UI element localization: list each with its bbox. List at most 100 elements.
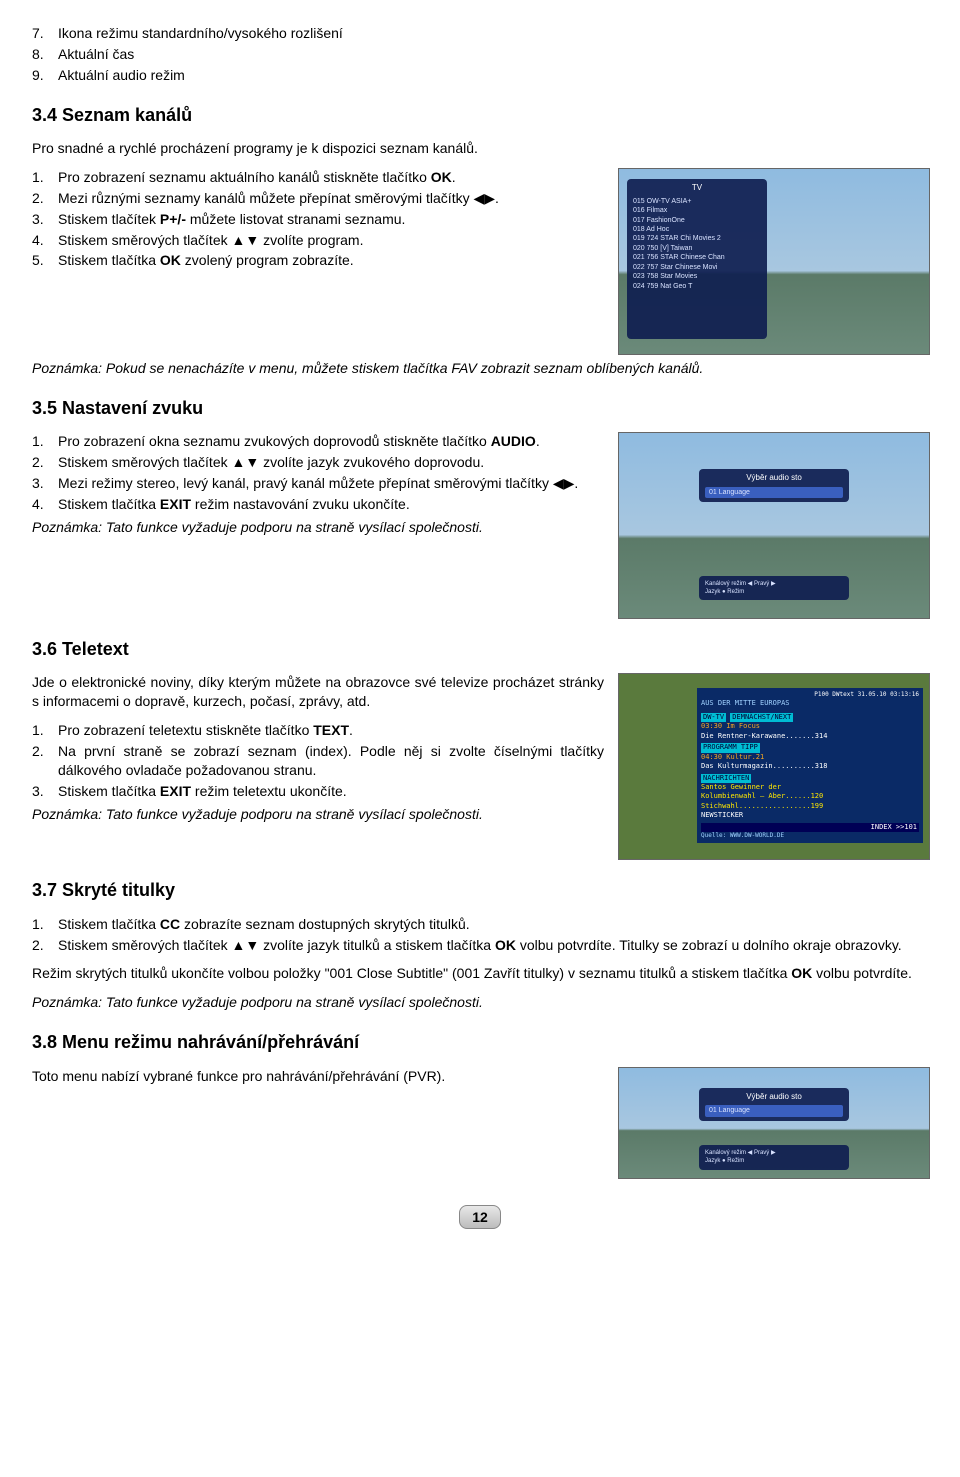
list-item: 7.Ikona režimu standardního/vysokého roz…	[32, 24, 928, 43]
list-3-7: 1.Stiskem tlačítka CC zobrazíte seznam d…	[32, 915, 928, 955]
list-item: 3.Mezi režimy stereo, levý kanál, pravý …	[32, 474, 604, 493]
list-item: 1.Pro zobrazení seznamu aktuálního kanál…	[32, 168, 604, 187]
intro-3-4: Pro snadné a rychlé procházení programy …	[32, 139, 928, 158]
note-3-4: Poznámka: Pokud se nenacházíte v menu, m…	[32, 359, 928, 378]
list-number: 1.	[32, 168, 58, 187]
list-item: 2.Mezi různými seznamy kanálů můžete pře…	[32, 189, 604, 208]
list-3-5: 1.Pro zobrazení okna seznamu zvukových d…	[32, 432, 604, 514]
fig38-line: 01 Language	[705, 1105, 843, 1116]
channel-row: 017 FashionOne	[633, 216, 761, 225]
list-number: 2.	[32, 453, 58, 472]
ttx-sec3: NACHRICHTEN	[701, 774, 751, 783]
list-item: 8.Aktuální čas	[32, 45, 928, 64]
continued-list: 7.Ikona režimu standardního/vysokého roz…	[32, 24, 928, 85]
ttx-sec1: DEMNÄCHST/NEXT	[730, 713, 793, 722]
ttx-l4: Die Rentner-Karawane.......314	[701, 732, 919, 741]
list-text: Stiskem tlačítka CC zobrazíte seznam dos…	[58, 915, 928, 934]
channel-row: 024 759 Nat Geo T	[633, 282, 761, 291]
list-number: 1.	[32, 915, 58, 934]
ttx-l7: Santos Gewinner der	[701, 783, 919, 792]
list-item: 9.Aktuální audio režim	[32, 66, 928, 85]
heading-3-4: 3.4 Seznam kanálů	[32, 103, 928, 127]
ttx-l1: AUS DER MITTE EUROPAS	[701, 699, 919, 708]
list-text: Pro zobrazení seznamu aktuálního kanálů …	[58, 168, 604, 187]
list-text: Stiskem tlačítka EXIT režim nastavování …	[58, 495, 604, 514]
list-item: 2.Stiskem směrových tlačítek ▲▼ zvolíte …	[32, 936, 928, 955]
note-3-5: Poznámka: Tato funkce vyžaduje podporu n…	[32, 518, 604, 537]
list-item: 1.Pro zobrazení teletextu stiskněte tlač…	[32, 721, 604, 740]
ttx-l5: 04:30 Kultur.21	[701, 753, 919, 762]
list-text: Aktuální čas	[58, 45, 928, 64]
list-text: Stiskem směrových tlačítek ▲▼ zvolíte ja…	[58, 453, 604, 472]
ttx-foot: INDEX >>101	[701, 823, 919, 832]
list-number: 7.	[32, 24, 58, 43]
list-item: 3.Stiskem tlačítka EXIT režim teletextu …	[32, 782, 604, 801]
list-text: Mezi režimy stereo, levý kanál, pravý ka…	[58, 474, 604, 493]
fig38-foot1: Kanálový režim ◀ Pravý ▶	[705, 1149, 843, 1157]
fig34-header: TV	[633, 183, 761, 194]
list-number: 8.	[32, 45, 58, 64]
post-3-7: Režim skrytých titulků ukončíte volbou p…	[32, 964, 928, 983]
ttx-sec2: PROGRAMM TIPP	[701, 743, 760, 752]
list-text: Aktuální audio režim	[58, 66, 928, 85]
list-item: 5.Stiskem tlačítka OK zvolený program zo…	[32, 251, 604, 270]
fig38-foot2: Jazyk ● Režim	[705, 1157, 843, 1165]
list-number: 1.	[32, 432, 58, 451]
ttx-src: Quelle: WWW.DW-WORLD.DE	[701, 832, 919, 840]
list-item: 2.Na první straně se zobrazí seznam (ind…	[32, 742, 604, 780]
note-3-6: Poznámka: Tato funkce vyžaduje podporu n…	[32, 805, 604, 824]
ttx-l2: DW-TV	[701, 713, 726, 722]
ttx-top: P100 DWtext 31.05.10 03:13:16	[701, 691, 919, 699]
page-number: 12	[459, 1205, 501, 1230]
page-number-container: 12	[32, 1205, 928, 1230]
ttx-l8: Kolumbienwahl — Aber......120	[701, 792, 919, 801]
list-number: 2.	[32, 189, 58, 208]
list-item: 1.Pro zobrazení okna seznamu zvukových d…	[32, 432, 604, 451]
list-item: 2.Stiskem směrových tlačítek ▲▼ zvolíte …	[32, 453, 604, 472]
ttx-l6: Das Kulturmagazin..........318	[701, 762, 919, 771]
fig35-header: Výběr audio sto	[705, 473, 843, 484]
ttx-l3: 03:30 Im Focus	[701, 722, 919, 731]
list-item: 4.Stiskem směrových tlačítek ▲▼ zvolíte …	[32, 231, 604, 250]
list-item: 4.Stiskem tlačítka EXIT režim nastavován…	[32, 495, 604, 514]
list-text: Ikona režimu standardního/vysokého rozli…	[58, 24, 928, 43]
figure-pvr: Výběr audio sto 01 Language Kanálový rež…	[618, 1067, 928, 1179]
figure-audio-select: Výběr audio sto 01 Language Kanálový rež…	[618, 432, 928, 619]
ttx-l9: Stichwahl.................199	[701, 802, 919, 811]
figure-channel-list: TV 015 OW-TV ASIA+016 Filmax017 FashionO…	[618, 168, 928, 355]
heading-3-5: 3.5 Nastavení zvuku	[32, 396, 928, 420]
intro-3-6: Jde o elektronické noviny, díky kterým m…	[32, 673, 604, 711]
channel-row: 022 757 Star Chinese Movi	[633, 263, 761, 272]
list-3-4: 1.Pro zobrazení seznamu aktuálního kanál…	[32, 168, 604, 270]
list-text: Pro zobrazení teletextu stiskněte tlačít…	[58, 721, 604, 740]
channel-row: 015 OW-TV ASIA+	[633, 197, 761, 206]
list-text: Stiskem tlačítek P+/- můžete listovat st…	[58, 210, 604, 229]
list-number: 2.	[32, 936, 58, 955]
list-number: 5.	[32, 251, 58, 270]
channel-row: 018 Ad Hoc	[633, 225, 761, 234]
note-3-7: Poznámka: Tato funkce vyžaduje podporu n…	[32, 993, 928, 1012]
fig35-foot1: Kanálový režim ◀ Pravý ▶	[705, 580, 843, 588]
list-text: Stiskem směrových tlačítek ▲▼ zvolíte pr…	[58, 231, 604, 250]
list-text: Pro zobrazení okna seznamu zvukových dop…	[58, 432, 604, 451]
fig35-line: 01 Language	[705, 487, 843, 498]
list-item: 1.Stiskem tlačítka CC zobrazíte seznam d…	[32, 915, 928, 934]
list-3-6: 1.Pro zobrazení teletextu stiskněte tlač…	[32, 721, 604, 801]
list-number: 4.	[32, 231, 58, 250]
list-number: 4.	[32, 495, 58, 514]
channel-row: 020 750 [V] Taiwan	[633, 244, 761, 253]
list-number: 2.	[32, 742, 58, 780]
channel-row: 023 758 Star Movies	[633, 272, 761, 281]
channel-row: 019 724 STAR Chi Movies 2	[633, 234, 761, 243]
list-number: 1.	[32, 721, 58, 740]
fig38-header: Výběr audio sto	[705, 1092, 843, 1103]
list-item: 3.Stiskem tlačítek P+/- můžete listovat …	[32, 210, 604, 229]
heading-3-6: 3.6 Teletext	[32, 637, 928, 661]
ttx-l10: NEWSTICKER	[701, 811, 919, 820]
heading-3-8: 3.8 Menu režimu nahrávání/přehrávání	[32, 1030, 928, 1054]
fig35-foot2: Jazyk ● Režim	[705, 588, 843, 596]
channel-row: 016 Filmax	[633, 206, 761, 215]
list-number: 3.	[32, 474, 58, 493]
figure-teletext: P100 DWtext 31.05.10 03:13:16 AUS DER MI…	[618, 673, 928, 860]
list-number: 3.	[32, 782, 58, 801]
